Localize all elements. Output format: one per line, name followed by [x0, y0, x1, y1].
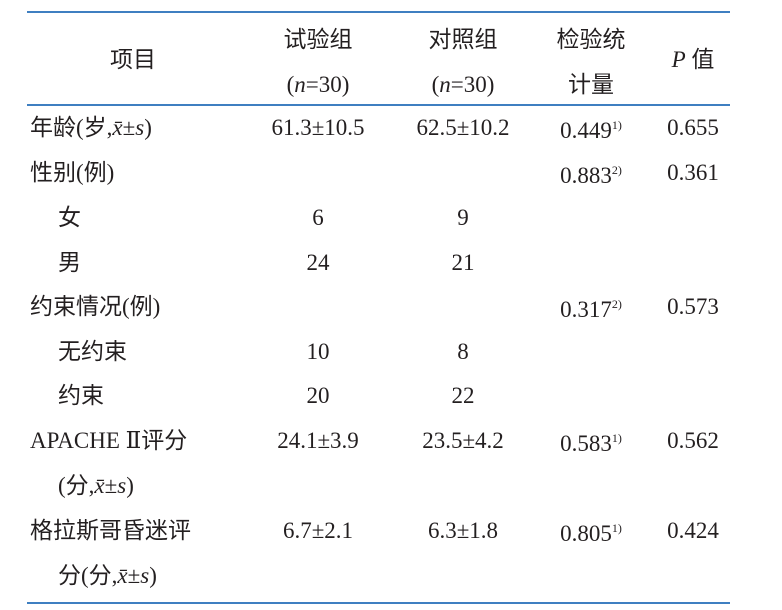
header-cell: 对照组: [428, 27, 498, 52]
header-cell: (n=30): [431, 72, 495, 97]
header-rule: [27, 104, 730, 106]
data-cell: 0.361: [667, 160, 719, 185]
row-label: 男: [58, 250, 81, 275]
data-cell: 0.562: [667, 428, 719, 453]
footnote-mark: 2): [611, 297, 622, 311]
data-cell: 6: [312, 205, 324, 230]
data-cell: 0.655: [667, 115, 719, 140]
row-label: 女: [58, 205, 81, 230]
data-cell: 0.424: [667, 518, 719, 543]
stat-value: 0.317: [560, 297, 612, 322]
data-cell: 24: [306, 250, 330, 275]
data-cell: 6.7±2.1: [282, 518, 354, 543]
stat-value: 0.449: [560, 118, 612, 143]
data-cell: 23.5±4.2: [422, 428, 504, 453]
row-label: 约束情况(例): [30, 294, 161, 319]
data-cell: 62.5±10.2: [416, 115, 510, 140]
stat-value: 0.883: [560, 163, 612, 188]
row-label: 约束: [58, 383, 104, 408]
data-cell: 24.1±3.9: [277, 428, 359, 453]
top-rule: [27, 11, 730, 13]
stat-cell: 0.4491): [560, 111, 622, 145]
bottom-rule: [27, 602, 730, 604]
data-cell: 6.3±1.8: [427, 518, 499, 543]
row-label: 格拉斯哥昏迷评: [30, 518, 191, 543]
data-cell: 20: [306, 383, 330, 408]
header-cell: (n=30): [286, 72, 350, 97]
header-cell: 试验组: [283, 27, 353, 52]
footnote-mark: 2): [611, 163, 622, 177]
stat-cell: 0.8051): [560, 514, 622, 548]
data-cell: 22: [451, 383, 475, 408]
stat-cell: 0.5831): [560, 424, 622, 458]
data-cell: 0.573: [667, 294, 719, 319]
header-cell: 计量: [568, 72, 614, 97]
stat-value: 0.805: [560, 521, 612, 546]
data-cell: 8: [457, 339, 469, 364]
row-label: 年龄(岁,x̄±s): [30, 115, 152, 140]
row-label: APACHE Ⅱ评分: [30, 428, 188, 453]
row-label: 性别(例): [30, 160, 115, 185]
row-label: 无约束: [58, 339, 127, 364]
stat-cell: 0.8832): [560, 156, 622, 190]
header-cell: 检验统: [556, 27, 626, 52]
stat-cell: 0.3172): [560, 290, 622, 324]
footnote-mark: 1): [611, 118, 622, 132]
footnote-mark: 1): [611, 431, 622, 445]
header-cell: P 值: [671, 47, 715, 72]
data-cell: 10: [306, 339, 330, 364]
row-label: (分,x̄±s): [58, 473, 134, 498]
data-cell: 21: [451, 250, 475, 275]
data-cell: 61.3±10.5: [271, 115, 365, 140]
row-label: 分(分,x̄±s): [58, 563, 157, 588]
footnote-mark: 1): [611, 521, 622, 535]
data-cell: 9: [457, 205, 469, 230]
header-cell: 项目: [110, 47, 156, 72]
stat-value: 0.583: [560, 431, 612, 456]
